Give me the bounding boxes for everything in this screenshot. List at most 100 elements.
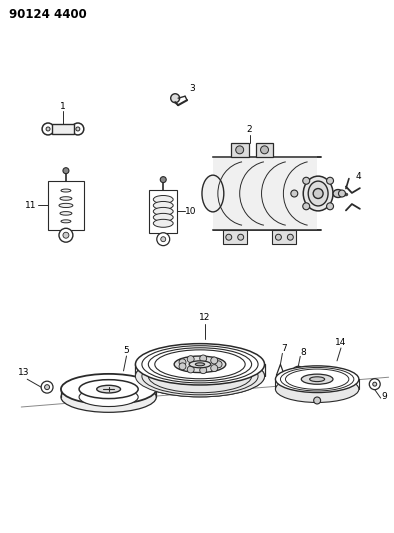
Circle shape [369, 379, 380, 390]
Text: 5: 5 [124, 345, 129, 354]
Bar [273, 230, 296, 244]
Text: 11: 11 [26, 201, 37, 210]
Text: 6: 6 [162, 358, 167, 367]
Circle shape [226, 234, 232, 240]
Circle shape [200, 367, 207, 374]
Circle shape [59, 228, 73, 242]
Ellipse shape [281, 367, 354, 391]
Circle shape [296, 370, 301, 375]
Ellipse shape [136, 356, 264, 397]
Ellipse shape [189, 361, 211, 368]
Ellipse shape [275, 376, 359, 402]
Circle shape [238, 234, 243, 240]
Ellipse shape [79, 387, 138, 407]
Circle shape [278, 375, 283, 379]
Circle shape [187, 366, 194, 373]
Circle shape [211, 357, 218, 364]
Text: 3: 3 [189, 84, 195, 93]
Ellipse shape [142, 346, 258, 383]
Circle shape [160, 176, 166, 183]
Circle shape [72, 123, 84, 135]
Circle shape [300, 386, 305, 391]
Ellipse shape [97, 385, 121, 393]
Ellipse shape [142, 358, 258, 395]
Circle shape [303, 177, 310, 184]
Ellipse shape [275, 366, 359, 392]
Ellipse shape [313, 189, 323, 198]
Text: 9: 9 [382, 392, 388, 401]
Bar [223, 230, 247, 244]
Ellipse shape [155, 350, 245, 379]
Bar [256, 143, 273, 157]
Circle shape [327, 177, 334, 184]
Ellipse shape [174, 356, 226, 373]
Circle shape [338, 190, 346, 197]
Ellipse shape [149, 348, 252, 381]
Circle shape [41, 381, 53, 393]
Circle shape [303, 203, 310, 210]
Ellipse shape [202, 175, 224, 212]
Circle shape [211, 365, 218, 372]
Text: 13: 13 [17, 368, 29, 377]
Ellipse shape [61, 220, 71, 223]
Circle shape [200, 355, 207, 362]
Ellipse shape [60, 212, 72, 215]
Ellipse shape [303, 176, 333, 211]
Ellipse shape [153, 207, 173, 215]
Ellipse shape [153, 220, 173, 227]
Ellipse shape [136, 344, 264, 385]
Circle shape [76, 127, 80, 131]
Bar [52, 124, 74, 134]
Text: 90124 4400: 90124 4400 [9, 9, 87, 21]
Circle shape [179, 363, 186, 370]
Circle shape [63, 232, 69, 238]
Ellipse shape [61, 374, 156, 405]
Ellipse shape [149, 360, 252, 393]
Circle shape [260, 146, 268, 154]
Ellipse shape [310, 377, 325, 382]
Text: 1: 1 [60, 102, 66, 111]
Circle shape [42, 123, 54, 135]
Ellipse shape [153, 201, 173, 209]
Circle shape [63, 168, 69, 174]
Ellipse shape [285, 369, 349, 389]
Text: 2: 2 [247, 125, 253, 134]
Ellipse shape [195, 363, 204, 366]
Circle shape [179, 359, 186, 366]
Ellipse shape [301, 374, 333, 384]
Circle shape [236, 146, 243, 154]
Circle shape [187, 356, 194, 362]
Circle shape [292, 366, 304, 378]
Circle shape [46, 127, 50, 131]
Bar [48, 181, 84, 230]
Text: 8: 8 [300, 348, 306, 357]
Circle shape [162, 385, 167, 390]
Circle shape [373, 382, 377, 386]
Circle shape [215, 361, 222, 368]
Text: 12: 12 [199, 313, 211, 322]
Bar [231, 143, 249, 157]
Circle shape [157, 233, 170, 246]
Ellipse shape [153, 213, 173, 221]
Ellipse shape [333, 190, 343, 198]
Ellipse shape [136, 356, 264, 397]
Circle shape [171, 94, 180, 103]
Ellipse shape [308, 181, 328, 206]
Circle shape [45, 385, 50, 390]
Text: 7: 7 [281, 344, 287, 353]
Circle shape [314, 397, 321, 404]
Circle shape [158, 381, 170, 393]
Ellipse shape [61, 382, 156, 413]
Circle shape [287, 234, 293, 240]
Bar [213, 156, 317, 230]
Ellipse shape [61, 189, 71, 192]
Circle shape [275, 234, 281, 240]
Bar [149, 190, 177, 233]
Circle shape [161, 237, 166, 241]
Text: 10: 10 [185, 207, 197, 216]
Text: 4: 4 [356, 172, 362, 181]
Circle shape [291, 190, 298, 197]
Circle shape [327, 203, 334, 210]
Ellipse shape [60, 197, 72, 200]
Text: 14: 14 [335, 337, 347, 346]
